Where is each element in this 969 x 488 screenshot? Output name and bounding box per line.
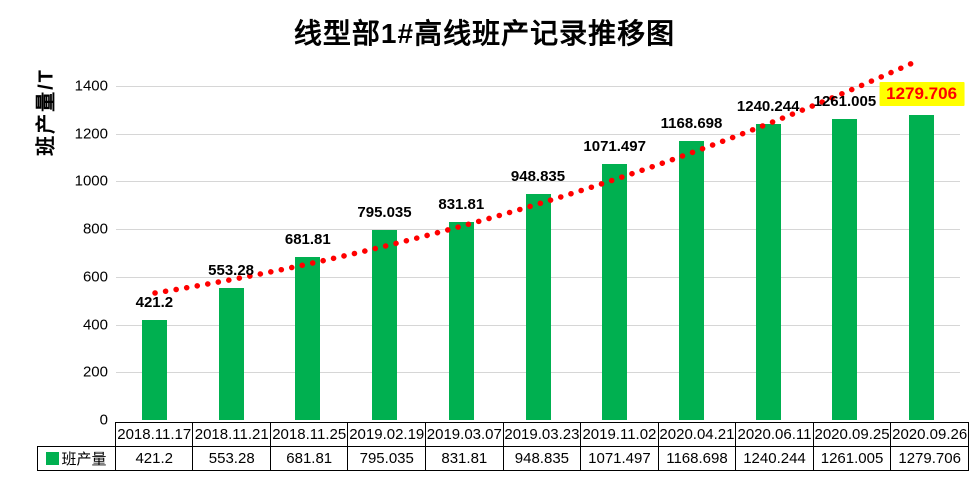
value-cell: 1240.244 — [735, 446, 814, 471]
chart-title: 线型部1#高线班产记录推移图 — [293, 18, 676, 49]
table-corner-empty — [38, 423, 116, 447]
date-header-cell: 2020.09.25 — [812, 422, 892, 447]
value-cell: 1279.706 — [890, 446, 969, 471]
bar-value-label: 553.28 — [208, 262, 255, 279]
y-tick-label: 400 — [82, 316, 108, 334]
bar-value-label: 681.81 — [284, 231, 331, 249]
y-tick-label: 800 — [82, 220, 108, 238]
y-tick-label: 1000 — [74, 172, 108, 190]
bar — [602, 164, 628, 420]
value-cell: 795.035 — [347, 446, 427, 471]
bar — [909, 114, 935, 420]
date-header-cell: 2019.03.23 — [502, 422, 582, 447]
value-cell: 421.2 — [114, 446, 194, 471]
bar-value-label: 948.835 — [510, 167, 566, 185]
y-tick-label: 1400 — [74, 77, 108, 95]
date-header-cell: 2018.11.17 — [114, 422, 194, 447]
date-header-cell: 2020.09.26 — [890, 422, 969, 447]
bar-value-label: 1168.698 — [660, 115, 723, 133]
value-cell: 1168.698 — [657, 446, 737, 471]
value-cell: 1071.497 — [580, 446, 659, 471]
gridline — [116, 86, 960, 87]
bar-value-label: 795.035 — [357, 204, 412, 222]
y-tick-label: 600 — [82, 268, 108, 286]
date-header-cell: 2020.04.21 — [657, 422, 737, 447]
date-header-cell: 2018.11.25 — [269, 422, 349, 447]
value-cell: 553.28 — [192, 446, 271, 471]
value-cell: 948.835 — [502, 446, 582, 471]
bar-value-label: 1261.005 — [813, 93, 877, 111]
bar — [832, 119, 858, 420]
date-header-cell: 2019.03.07 — [425, 422, 504, 447]
value-cell: 1261.005 — [812, 446, 892, 471]
y-tick-label: 0 — [99, 411, 108, 429]
value-cell: 681.81 — [269, 446, 349, 471]
legend-color-swatch-icon — [46, 452, 60, 465]
legend-label: 班产量 — [61, 451, 107, 468]
y-tick-label: 1200 — [74, 125, 108, 143]
date-header-cell: 2019.02.19 — [347, 422, 427, 447]
value-cell: 831.81 — [425, 446, 504, 471]
y-tick-label: 200 — [82, 363, 108, 381]
date-header-cell: 2018.11.21 — [192, 422, 271, 447]
data-table: 2018.11.17 2018.11.21 2018.11.25 2019.02.19… — [37, 422, 969, 471]
bar-value-label: 421.2 — [135, 293, 174, 311]
bar — [755, 124, 781, 420]
bar — [372, 230, 397, 420]
bar — [679, 141, 704, 420]
bar — [218, 288, 244, 420]
legend-cell: 班产量 — [37, 446, 116, 471]
bar-value-label: 831.81 — [438, 195, 485, 213]
bar — [525, 193, 551, 420]
date-header-cell: 2020.06.11 — [735, 422, 814, 447]
bar — [295, 257, 321, 420]
bar-value-label-highlighted: 1279.706 — [879, 81, 965, 106]
bar-value-label: 1071.497 — [583, 138, 646, 156]
date-header-cell: 2019.11.02 — [580, 422, 659, 447]
bar-value-label: 1240.244 — [736, 98, 800, 116]
bar — [141, 319, 167, 420]
bar — [448, 221, 474, 420]
